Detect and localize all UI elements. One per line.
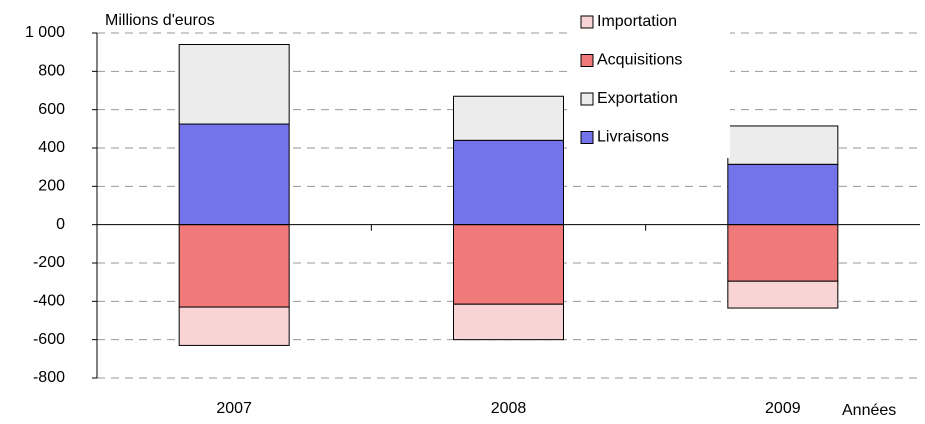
x-axis-label: Années bbox=[842, 402, 896, 419]
legend-swatch bbox=[580, 15, 594, 29]
y-tick-label: -200 bbox=[33, 254, 65, 271]
legend-background bbox=[572, 6, 730, 158]
y-tick-label: 800 bbox=[38, 63, 65, 80]
bar-segment bbox=[727, 163, 839, 226]
y-tick-label: 600 bbox=[38, 101, 65, 118]
x-tick-label: 2009 bbox=[765, 400, 801, 417]
y-tick-label: -400 bbox=[33, 293, 65, 310]
bar-segment bbox=[178, 123, 290, 226]
x-tick-label: 2008 bbox=[491, 400, 527, 417]
legend-swatch bbox=[580, 92, 594, 106]
y-tick-label: 200 bbox=[38, 178, 65, 195]
y-tick-label: -600 bbox=[33, 331, 65, 348]
bar-segment bbox=[453, 224, 564, 305]
y-tick-label: -800 bbox=[33, 369, 65, 386]
x-tick-label: 2007 bbox=[216, 400, 252, 417]
legend-label: Exportation bbox=[597, 90, 678, 107]
bar-segment bbox=[453, 303, 564, 341]
bar-segment bbox=[727, 224, 839, 282]
legend: Importation Acquisitions Exportation Livrai… bbox=[572, 6, 730, 158]
bar-segment bbox=[178, 224, 290, 308]
bar-segment bbox=[178, 306, 290, 346]
legend-label: Livraisons bbox=[597, 129, 669, 146]
legend-label: Acquisitions bbox=[597, 52, 682, 69]
bar-segment bbox=[178, 44, 290, 125]
legend-swatch bbox=[580, 54, 594, 67]
legend-label: Importation bbox=[597, 13, 677, 30]
y-tick-label: 1 000 bbox=[25, 24, 65, 41]
bar-segment bbox=[727, 280, 839, 309]
y-tick-label: 400 bbox=[38, 139, 65, 156]
bar-segment bbox=[727, 125, 839, 165]
y-axis-label: Millions d'euros bbox=[105, 12, 215, 29]
y-tick-label: 0 bbox=[56, 216, 65, 233]
bar-segment bbox=[453, 139, 564, 226]
bar-segment bbox=[453, 95, 564, 141]
legend-swatch bbox=[580, 131, 594, 144]
